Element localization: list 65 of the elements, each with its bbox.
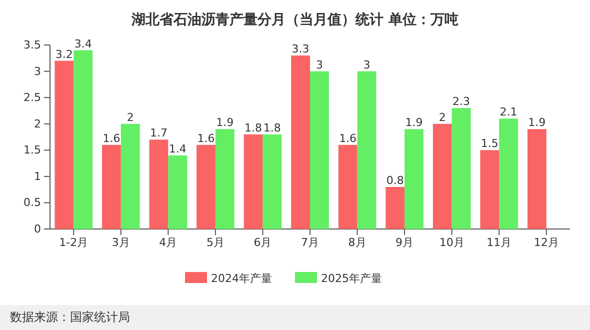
bar [54, 60, 74, 229]
x-tick-label: 4月 [159, 236, 178, 249]
x-tick-label: 9月 [396, 236, 414, 249]
bar [404, 129, 424, 229]
legend-label: 2024年产量 [211, 272, 272, 285]
data-label: 1.9 [405, 116, 423, 130]
bar [432, 124, 452, 229]
x-tick-label: 10月 [439, 236, 464, 249]
bar [338, 144, 358, 229]
source-note: 数据来源：国家统计局 [10, 310, 130, 324]
chart-title: 湖北省石油沥青产量分月（当月值）统计 单位：万吨 [130, 11, 458, 28]
data-label: 1.8 [244, 121, 262, 134]
data-label: 1.6 [197, 132, 215, 145]
y-tick-label: 2.5 [24, 91, 41, 104]
data-label: 1.9 [216, 116, 234, 130]
x-tick-label: 6月 [254, 236, 272, 249]
y-tick-label: 3.5 [24, 38, 41, 52]
data-label: 0.8 [386, 174, 404, 187]
x-tick-label: 12月 [534, 236, 559, 249]
bar [291, 56, 310, 229]
data-label: 3.3 [292, 42, 310, 56]
bar [499, 118, 518, 229]
data-label: 3 [316, 58, 323, 72]
data-label: 1.9 [528, 116, 546, 130]
bar [102, 144, 121, 229]
bar [480, 150, 500, 229]
bar [196, 144, 216, 229]
bar [74, 50, 93, 229]
bar [357, 71, 376, 229]
x-tick-label: 5月 [206, 236, 224, 249]
data-label: 2 [126, 110, 134, 124]
x-tick-label: 3月 [112, 236, 130, 249]
bar [244, 134, 263, 229]
data-label: 3.4 [74, 37, 92, 50]
legend-label: 2025年产量 [321, 272, 382, 285]
bar [527, 129, 546, 229]
bar [310, 71, 329, 229]
x-tick-label: 11月 [486, 236, 512, 249]
data-label: 1.8 [263, 121, 281, 134]
data-label: 1.4 [168, 142, 186, 156]
data-label: 1.5 [480, 137, 498, 150]
bar [168, 155, 188, 229]
data-label: 2.1 [500, 106, 518, 119]
data-label: 2.3 [452, 95, 470, 108]
bar [215, 129, 234, 229]
bar [386, 186, 405, 229]
data-label: 3.2 [55, 48, 73, 61]
bar [452, 108, 471, 229]
data-label: 2 [438, 110, 446, 124]
data-label: 3 [363, 58, 370, 72]
x-tick-label: 1-2月 [59, 236, 88, 249]
bar [149, 140, 168, 229]
data-label: 1.7 [150, 126, 168, 140]
y-tick-label: 1 [34, 170, 41, 183]
bar [262, 134, 282, 229]
y-tick-label: 1.5 [24, 144, 41, 157]
y-tick-label: 0 [34, 222, 41, 236]
y-tick-label: 3 [34, 64, 41, 78]
data-label: 1.6 [102, 132, 120, 145]
data-label: 1.6 [339, 132, 357, 145]
x-tick-label: 8月 [348, 236, 366, 249]
y-tick-label: 0.5 [24, 196, 41, 210]
y-tick-label: 2 [34, 117, 41, 130]
bar [120, 124, 140, 229]
x-tick-label: 7月 [301, 236, 319, 249]
